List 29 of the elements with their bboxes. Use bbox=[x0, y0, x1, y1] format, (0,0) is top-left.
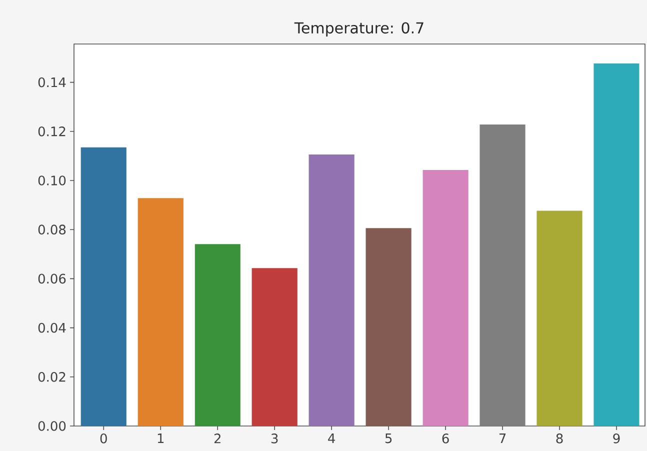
x-tick-label: 6 bbox=[442, 434, 449, 444]
y-tick-label: 0.14 bbox=[38, 77, 66, 88]
y-tick-label: 0.02 bbox=[38, 372, 66, 382]
bar bbox=[422, 170, 468, 426]
x-tick-label: 5 bbox=[385, 434, 392, 444]
bar bbox=[308, 154, 354, 426]
y-tick-label: 0.04 bbox=[38, 322, 66, 333]
x-tick-label: 3 bbox=[271, 434, 278, 444]
bar bbox=[138, 198, 184, 426]
bar bbox=[80, 147, 126, 426]
x-tick-label: 2 bbox=[214, 434, 220, 444]
x-tick-label: 9 bbox=[613, 434, 620, 444]
y-tick-label: 0.00 bbox=[38, 421, 66, 431]
bar bbox=[480, 124, 526, 426]
x-tick-label: 0 bbox=[100, 434, 107, 444]
chart-title: Temperature: 0.7 bbox=[294, 22, 424, 36]
y-tick-label: 0.12 bbox=[38, 126, 66, 136]
x-tick-label: 8 bbox=[556, 434, 563, 444]
x-tick-label: 1 bbox=[158, 434, 164, 444]
x-tick-label: 7 bbox=[499, 434, 506, 444]
bar bbox=[594, 63, 640, 426]
y-tick-label: 0.10 bbox=[38, 176, 66, 186]
bar bbox=[194, 244, 240, 426]
bar bbox=[366, 228, 412, 426]
x-tick-label: 4 bbox=[328, 434, 335, 444]
y-tick-label: 0.08 bbox=[38, 224, 66, 235]
y-tick-label: 0.06 bbox=[38, 274, 66, 284]
bar bbox=[536, 210, 582, 426]
bar bbox=[252, 268, 298, 426]
